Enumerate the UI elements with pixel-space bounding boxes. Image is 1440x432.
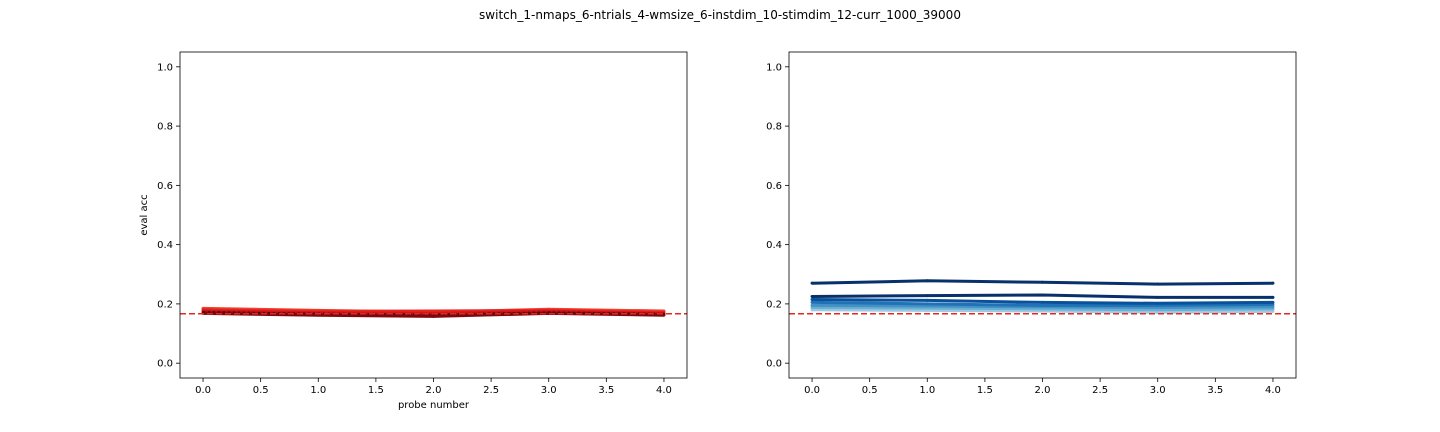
data-point-7-1	[810, 281, 814, 285]
data-point-6-1	[810, 295, 814, 298]
data-point-2-4	[1156, 308, 1160, 312]
y-tick-label: 1.0	[766, 62, 782, 73]
x-tick-label: 2.0	[426, 385, 442, 396]
data-point-5-1	[810, 297, 814, 301]
data-point-3-1	[810, 303, 814, 307]
y-tick-label: 0.8	[766, 122, 782, 133]
x-tick-label: 1.0	[919, 385, 935, 396]
x-tick-label: 4.0	[1265, 385, 1281, 396]
x-tick-label: 3.5	[598, 385, 614, 396]
x-tick-label: 3.5	[1207, 385, 1223, 396]
data-point-6-5	[663, 312, 665, 315]
data-point-5-3	[1041, 300, 1044, 304]
y-tick-label: 0.0	[157, 359, 173, 370]
x-tick-label: 0.0	[195, 385, 211, 396]
data-point-1-2	[925, 308, 929, 312]
data-point-6-3	[1041, 293, 1044, 297]
x-axis-label: probe number	[398, 400, 470, 411]
y-axis-label: eval acc	[139, 194, 150, 235]
data-point-4-1	[810, 300, 814, 304]
plot-area	[180, 52, 687, 378]
x-tick-label: 0.0	[804, 385, 820, 396]
y-tick-label: 0.4	[157, 240, 173, 251]
data-point-7-2	[925, 279, 929, 283]
x-tick-label: 4.0	[656, 385, 672, 396]
x-tick-label: 2.0	[1035, 385, 1051, 396]
data-point-5-4	[1156, 301, 1160, 305]
subplot-1: 0.0 0.5 1.0 1.5 2.0 2.5 3.0 3.5 4.0 0.0 0.2 0.4 0.6 0…	[139, 51, 688, 411]
data-point-5-3	[432, 314, 435, 318]
x-tick-label: 1.0	[310, 385, 326, 396]
data-point-3-5	[1271, 305, 1275, 309]
y-tick-label: 0.4	[766, 240, 782, 251]
y-tick-label: 0.6	[766, 181, 782, 192]
data-point-1-5	[1271, 309, 1275, 313]
subplots: 0.0 0.5 1.0 1.5 2.0 2.5 3.0 3.5 4.0 0.0 0.2 0.4 0.6 0…	[139, 51, 1297, 411]
y-tick-label: 0.0	[766, 359, 782, 370]
data-point-5-5	[1271, 300, 1275, 304]
data-point-6-2	[925, 294, 929, 298]
data-point-2-3	[432, 309, 435, 313]
x-tick-label: 2.5	[483, 385, 499, 396]
data-point-6-5	[1271, 295, 1275, 299]
x-tick-label: 1.5	[977, 385, 993, 396]
series-group	[810, 279, 1275, 314]
data-point-6-4	[1156, 295, 1160, 299]
data-point-1-1	[810, 308, 814, 312]
data-point-6-1	[202, 311, 204, 313]
subplot-2: 0.0 0.5 1.0 1.5 2.0 2.5 3.0 3.5 4.0 0.0 0.2 0.4 0.6 0…	[766, 51, 1297, 396]
data-point-6-4	[547, 311, 550, 314]
data-point-7-5	[1271, 281, 1275, 285]
plot-area	[789, 52, 1296, 378]
data-point-4-2	[925, 302, 929, 306]
x-tick-label: 1.5	[368, 385, 384, 396]
y-tick-label: 0.8	[157, 122, 173, 133]
y-tick-label: 0.6	[157, 181, 173, 192]
figure-title: switch_1-nmaps_6-ntrials_4-wmsize_6-inst…	[479, 8, 961, 22]
data-point-5-2	[925, 298, 929, 302]
x-tick-label: 3.0	[541, 385, 557, 396]
y-tick-label: 0.2	[766, 299, 782, 310]
data-point-7-3	[1041, 280, 1044, 284]
x-tick-label: 3.0	[1150, 385, 1166, 396]
y-tick-label: 0.2	[157, 299, 173, 310]
data-point-4-3	[1041, 303, 1044, 307]
data-point-1-4	[1156, 310, 1160, 314]
x-tick-label: 2.5	[1092, 385, 1108, 396]
data-point-7-4	[1156, 282, 1160, 286]
x-tick-label: 0.5	[253, 385, 269, 396]
x-tick-label: 0.5	[862, 385, 878, 396]
y-tick-label: 1.0	[157, 62, 173, 73]
